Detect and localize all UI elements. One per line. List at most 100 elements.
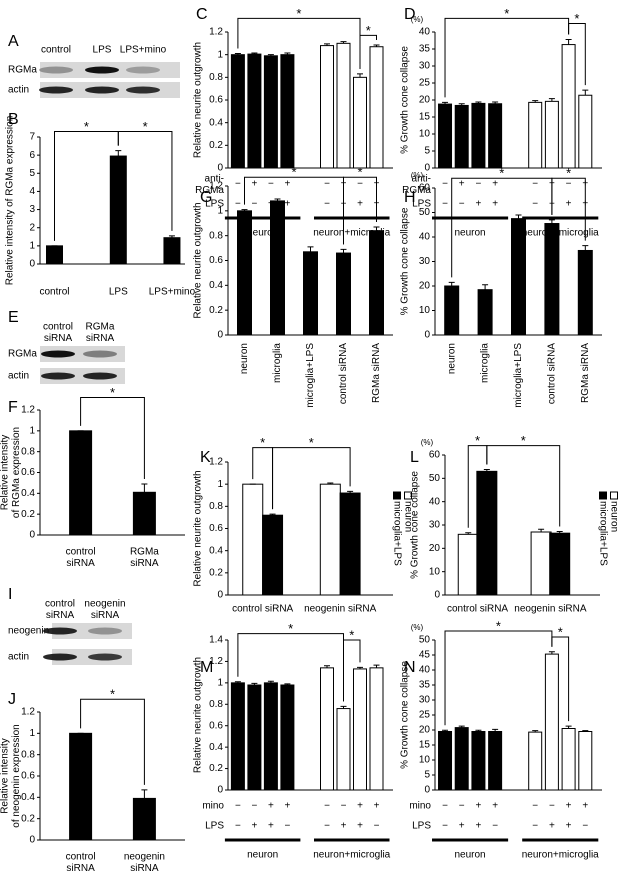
error-bar [284,52,291,55]
y-tick-label: 1 [29,425,35,436]
y-tick-label: 20 [419,725,431,736]
condition-mark: − [284,821,290,832]
y-tick-label: 1.2 [209,181,223,192]
y-axis-label: % Growth cone collapse [400,46,411,154]
error-bar [458,103,465,106]
x-tick-label: neuron [239,343,250,374]
y-tick-label: 30 [419,256,431,267]
bar [247,684,262,791]
bar [336,42,351,169]
bar [477,289,493,336]
condition-mark: − [341,801,347,812]
y-tick-label: 1 [217,205,223,216]
bar [457,533,479,596]
condition-mark: − [324,179,330,190]
bar [454,104,469,169]
condition-mark: + [357,801,363,812]
x-tick-label: neogenin siRNA [514,604,587,615]
lane-label: control siRNA [43,321,73,344]
condition-mark: + [284,179,290,190]
panel-label: H [404,189,416,206]
y-tick-label: 0.8 [209,699,223,710]
error-bar [357,666,363,669]
condition-mark: + [251,179,257,190]
condition-mark: + [475,821,481,832]
lane-label: LPS+mino [120,45,167,56]
x-tick-label: control siRNA [66,546,96,569]
y-tick-label: 1.2 [209,656,223,667]
significance-label: * [309,435,314,450]
y-tick-label: 0 [434,590,440,601]
y-tick-label: 0.8 [209,72,223,83]
y-tick-label: 40 [419,232,431,243]
y-tick-label: 10 [419,129,431,140]
bar [230,54,245,169]
y-tick-label: 0.6 [21,771,35,782]
y-tick-label: 6 [29,150,35,161]
error-bar [251,52,258,55]
condition-mark: + [566,821,572,832]
condition-mark: + [459,179,465,190]
error-bar [141,789,148,799]
significance-label: * [349,627,354,642]
bar [544,223,560,336]
y-tick-label: 1 [217,677,223,688]
bar [444,285,460,336]
y-tick-label: 30 [419,61,431,72]
x-tick-label: control [39,287,69,298]
legend-label: microglia+LPS [391,501,402,566]
condition-mark: − [324,199,330,210]
y-tick-label: 0.2 [21,813,35,824]
bar [530,531,552,596]
y-tick-label: 5 [424,770,430,781]
y-axis-label: % Growth cone collapse [400,661,411,769]
significance-label: * [143,119,148,134]
error-bar [565,725,572,729]
error-bar [373,44,380,47]
y-tick-label: 0 [424,163,430,174]
y-axis-label: % Growth cone collapse [400,207,411,315]
error-bar [327,482,334,485]
bar [237,210,252,336]
error-bar [241,209,248,211]
y-tick-label: 50 [429,473,441,484]
y-tick-label: 0.4 [21,792,35,803]
lane-label: RGMa siRNA [86,321,115,344]
x-tick-label: neuron [446,343,457,374]
condition-mark: − [235,199,241,210]
y-tick-label: 40 [429,496,441,507]
bar [132,491,156,536]
significance-label: * [496,618,501,633]
group-label: neuron+microglia [313,228,390,239]
condition-mark: + [268,821,274,832]
significance-bracket [486,445,561,527]
blot-band [43,653,77,661]
y-tick-label: 3 [29,204,35,215]
y-tick-label: 0.8 [21,446,35,457]
y-tick-label: 60 [419,183,431,194]
group-label: neuron [247,850,278,861]
x-tick-label: RGMa siRNA [371,343,382,403]
significance-label: * [366,23,371,38]
x-tick-label: RGMa siRNA [580,343,591,403]
error-bar [565,38,572,45]
panel-label: I [8,586,12,603]
condition-mark: − [324,801,330,812]
error-bar [373,226,380,231]
error-bar [267,54,274,56]
blot-band [126,86,160,94]
legend-swatch [393,491,401,500]
panel-label: F [8,399,18,416]
error-bar [515,214,522,219]
condition-mark: − [566,179,572,190]
y-tick-label: 1 [217,479,223,490]
lane-label: control [41,45,71,56]
error-bar [475,101,482,104]
condition-mark: − [374,821,380,832]
error-bar [582,730,589,732]
y-tick-label: 45 [419,650,431,661]
significance-bracket [551,636,570,722]
y-tick-label: 0 [217,785,223,796]
significance-label: * [288,621,293,636]
